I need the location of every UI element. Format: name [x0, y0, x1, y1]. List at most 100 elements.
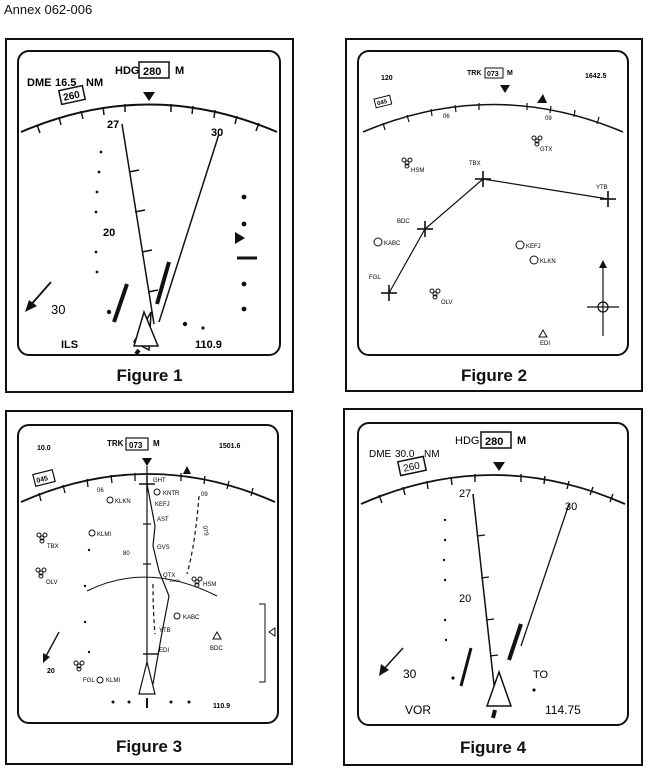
line-mark	[406, 114, 410, 123]
hdg-value: 280	[485, 436, 503, 448]
circle-mark	[241, 221, 247, 227]
circle-mark	[88, 529, 96, 537]
g-mark	[35, 567, 47, 579]
wind-arrow-head	[25, 300, 37, 312]
waypoint-label: EDI	[159, 648, 169, 654]
circle-mark	[537, 135, 543, 141]
localizer-line	[121, 123, 155, 325]
waypoint-label: QTX	[163, 573, 175, 579]
heading-pointer	[143, 92, 155, 101]
circle-mark	[442, 558, 446, 562]
circle-mark	[97, 170, 101, 174]
deviation-bar-lower	[459, 647, 473, 687]
circle-mark	[432, 291, 438, 297]
display-graphic: 120 TRK 073 M 1642.5 045 06 09	[362, 67, 624, 347]
wind-arrow	[382, 647, 404, 671]
wind-arrow-head	[43, 653, 50, 663]
circle-mark	[443, 578, 447, 582]
figure-1-display: DME 16.5 NM HDG 280 M 260 27 30 20	[17, 50, 281, 356]
hdg-value: 280	[143, 66, 161, 78]
figure-3-panel: 10.0 TRK 073 M 1501.6 045 06 09 80 079	[5, 410, 293, 765]
line-mark	[573, 109, 576, 118]
deviation-bar	[507, 623, 523, 661]
to-from-indicator: TO	[533, 669, 549, 681]
line-mark	[213, 109, 216, 119]
circle-mark	[94, 210, 98, 214]
line-mark	[489, 654, 499, 657]
selected-course: 260	[62, 89, 81, 103]
deviation-dots	[94, 150, 247, 330]
aircraft-tail	[134, 348, 141, 354]
circle-mark	[241, 306, 247, 312]
circle-mark	[432, 294, 438, 300]
trk-ref: M	[507, 70, 513, 77]
line-mark	[226, 480, 230, 490]
range-label: 120	[381, 75, 393, 82]
airport-circles	[88, 488, 181, 684]
figure-3-display: 10.0 TRK 073 M 1501.6 045 06 09 80 079	[17, 424, 279, 724]
scale-20: 20	[103, 227, 115, 239]
waypoint-label: BDC	[210, 646, 223, 652]
circle-mark	[241, 281, 247, 287]
trk-box	[484, 67, 504, 79]
line-mark	[203, 475, 206, 485]
hdg-box	[138, 61, 170, 79]
line-mark	[450, 476, 453, 486]
scale-06: 06	[443, 114, 450, 120]
waypoint-label: GHT	[153, 478, 166, 484]
waypoint-label: KNTR	[163, 491, 180, 497]
aircraft-heading-arrow	[599, 260, 607, 268]
route-line	[388, 178, 609, 294]
line-mark	[476, 534, 486, 537]
dme-value: 30.0	[395, 449, 415, 460]
track-pointer	[500, 85, 510, 93]
line-mark	[86, 478, 89, 488]
circle-mark	[87, 650, 91, 654]
circle-mark	[76, 663, 82, 669]
circle-mark	[39, 535, 45, 541]
compass-arc	[20, 473, 276, 503]
circle-mark	[443, 518, 447, 522]
figure-3-caption: Figure 3	[115, 737, 183, 756]
scale-27: 27	[459, 488, 471, 500]
airport-circles	[373, 237, 539, 265]
vor-icons	[35, 532, 203, 672]
waypoint-label: YTB	[596, 185, 608, 191]
range-ring-label: 80	[123, 551, 130, 557]
waypoint-label: TBX	[47, 544, 59, 550]
line-mark	[596, 116, 600, 125]
circle-mark	[95, 190, 99, 194]
frequency: 110.9	[213, 703, 230, 710]
trk-value: 073	[129, 441, 143, 450]
aircraft-tail	[491, 709, 497, 719]
waypoint-label: KABC	[183, 615, 200, 621]
circle-mark	[83, 584, 87, 588]
circle-mark	[194, 579, 200, 585]
line-mark	[38, 492, 42, 502]
circle-mark	[106, 309, 112, 315]
waypoint-label: KEFJ	[526, 244, 541, 250]
scale-30: 30	[211, 127, 223, 139]
deviation-bracket	[259, 603, 266, 683]
dashed-route	[152, 583, 156, 635]
compass-arc	[360, 474, 626, 505]
circle-mark	[38, 573, 44, 579]
bearing-line	[520, 503, 570, 647]
figure-4-display: DME 30.0 NM HDG 280 M 260 27 30 20	[357, 422, 629, 726]
waypoint-label: HSM	[203, 582, 216, 588]
figure-4-panel: DME 30.0 NM HDG 280 M 260 27 30 20	[343, 408, 643, 766]
line-mark	[485, 618, 495, 621]
frequency: 114.75	[545, 703, 581, 717]
line-mark	[589, 486, 594, 496]
hdg-label: HDG	[455, 435, 479, 447]
altitude-label: 11000	[169, 578, 181, 583]
circle-mark	[76, 666, 82, 672]
mode-label: VOR	[405, 703, 431, 717]
trk-label: TRK	[107, 439, 124, 448]
scale-09: 09	[545, 116, 552, 122]
circle-mark	[451, 676, 455, 680]
circle-mark	[173, 612, 181, 620]
selected-course: 045	[377, 99, 389, 107]
circle-mark	[36, 532, 42, 538]
line-mark	[382, 122, 386, 131]
